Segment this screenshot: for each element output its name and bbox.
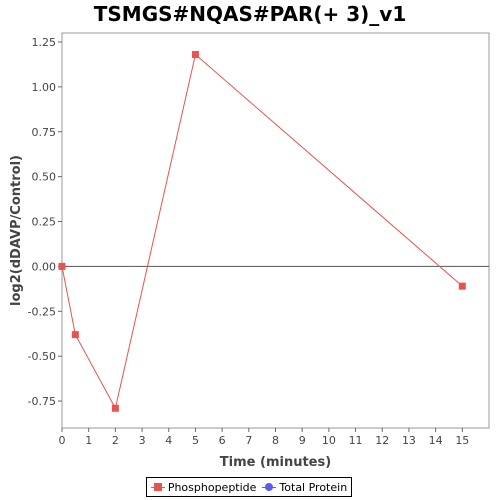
x-tick-label: 5 bbox=[192, 434, 199, 447]
legend-swatch-phosphopeptide bbox=[150, 483, 165, 491]
data-point bbox=[111, 404, 119, 412]
x-tick-label: 14 bbox=[429, 434, 443, 447]
plot-area bbox=[61, 32, 490, 429]
legend-label-total-protein: Total Protein bbox=[279, 480, 348, 494]
x-tick-label: 9 bbox=[299, 434, 306, 447]
x-tick-label: 6 bbox=[219, 434, 226, 447]
legend-label-phosphopeptide: Phosphopeptide bbox=[167, 480, 257, 494]
data-point bbox=[191, 51, 199, 59]
x-tick-label: 3 bbox=[139, 434, 146, 447]
y-tick-label: 1.25 bbox=[32, 36, 57, 49]
y-tick-label: 0.50 bbox=[32, 171, 57, 184]
y-tick-label: 0.25 bbox=[32, 216, 57, 229]
y-tick-label: -0.50 bbox=[28, 350, 56, 363]
x-tick-label: 12 bbox=[375, 434, 389, 447]
y-tick-label: -0.25 bbox=[28, 305, 56, 318]
x-tick-label: 11 bbox=[349, 434, 363, 447]
x-tick-label: 8 bbox=[272, 434, 279, 447]
data-point bbox=[71, 331, 79, 339]
x-tick-label: 4 bbox=[165, 434, 172, 447]
y-tick-label: 1.00 bbox=[32, 81, 57, 94]
legend-swatch-total-protein bbox=[262, 483, 277, 491]
x-tick-label: 13 bbox=[402, 434, 416, 447]
x-tick-label: 1 bbox=[85, 434, 92, 447]
legend-item-total-protein: Total Protein bbox=[262, 481, 347, 494]
x-tick-label: 7 bbox=[245, 434, 252, 447]
data-point bbox=[58, 262, 66, 270]
legend: Phosphopeptide Total Protein bbox=[146, 477, 352, 497]
x-axis-label: Time (minutes) bbox=[220, 455, 331, 470]
chart-title: TSMGS#NQAS#PAR(+ 3)_v1 bbox=[93, 2, 407, 26]
y-tick-label: 0.75 bbox=[32, 126, 57, 139]
y-tick-label: 0.00 bbox=[32, 260, 57, 273]
y-tick-label: -0.75 bbox=[28, 395, 56, 408]
data-point bbox=[458, 282, 466, 290]
y-axis-label: log2(dDAVP/Control) bbox=[9, 155, 24, 306]
x-tick-label: 15 bbox=[455, 434, 469, 447]
x-tick-label: 0 bbox=[59, 434, 66, 447]
x-tick-label: 10 bbox=[322, 434, 336, 447]
legend-item-phosphopeptide: Phosphopeptide bbox=[150, 480, 257, 494]
x-tick-label: 2 bbox=[112, 434, 119, 447]
